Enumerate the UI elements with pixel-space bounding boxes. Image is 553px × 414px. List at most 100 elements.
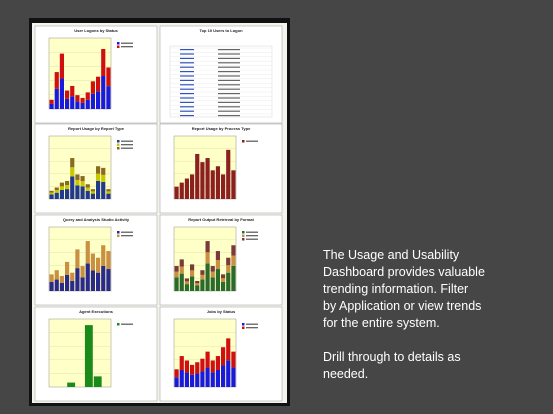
table-link xyxy=(180,110,194,112)
table-text xyxy=(218,49,240,51)
legend-text xyxy=(121,235,133,237)
thumbnail-bar xyxy=(205,367,210,387)
thumbnail-bar xyxy=(101,174,106,182)
description: The Usage and Usability Dashboard provide… xyxy=(323,248,485,381)
thumbnail-bar xyxy=(49,274,54,282)
thumbnail-bar xyxy=(200,274,205,280)
legend-swatch xyxy=(242,238,245,241)
thumbnail-bar xyxy=(215,356,220,370)
panels: User Logons by Status Top 10 Users to Log… xyxy=(34,25,283,402)
thumbnail-bar xyxy=(179,273,184,291)
thumbnail-bar xyxy=(49,192,54,195)
thumbnail-bar xyxy=(96,173,101,181)
plot-area xyxy=(48,318,112,388)
thumbnail-bar xyxy=(106,251,111,270)
thumbnail-bar xyxy=(90,81,95,94)
thumbnail-bar xyxy=(226,257,231,266)
thumbnail-bar xyxy=(65,274,70,291)
thumbnail-bar xyxy=(195,362,200,374)
thumbnail-bar xyxy=(54,187,59,191)
table-text xyxy=(218,53,240,55)
thumbnail-bar xyxy=(179,182,184,199)
thumbnail-bar xyxy=(85,99,90,109)
thumbnail-bar xyxy=(54,192,59,199)
thumbnail-bar xyxy=(210,271,215,278)
legend-text xyxy=(246,238,258,240)
thumbnail-bar xyxy=(195,153,200,199)
thumbnail-bar xyxy=(59,182,64,187)
thumbnail-bar xyxy=(70,272,75,281)
thumbnail-bar xyxy=(85,263,90,291)
thumbnail-bar xyxy=(190,374,195,387)
thumbnail-bar xyxy=(49,103,54,109)
thumbnail-bar xyxy=(226,338,231,361)
table-text xyxy=(218,79,240,81)
thumbnail-bar xyxy=(231,265,236,291)
table-text xyxy=(218,115,240,117)
thumbnail-bar xyxy=(96,180,101,199)
thumbnail-bar xyxy=(93,376,102,387)
table-link xyxy=(180,49,194,51)
table-link xyxy=(180,53,194,55)
thumbnail-bar xyxy=(85,184,90,188)
thumbnail-bar xyxy=(101,49,106,77)
thumbnail-bar xyxy=(190,364,195,375)
thumbnail-bar xyxy=(54,72,59,89)
thumbnail-bar xyxy=(210,277,215,291)
plot-area xyxy=(48,135,112,200)
plot-area xyxy=(48,37,112,110)
thumbnail-bar xyxy=(179,356,184,370)
thumbnail-bar xyxy=(70,280,75,291)
thumbnail-bar xyxy=(65,185,70,190)
thumbnail-bar xyxy=(190,276,195,291)
thumbnail-bar xyxy=(70,158,75,168)
panel-title: User Logons by Status xyxy=(74,28,118,33)
table-link xyxy=(180,115,194,117)
thumbnail-bar xyxy=(90,193,95,199)
thumbnail-bar xyxy=(80,97,85,103)
legend-swatch xyxy=(117,234,120,237)
thumbnail-bar xyxy=(85,92,90,100)
thumbnail-bar xyxy=(200,162,205,199)
thumbnail-bar xyxy=(179,259,184,267)
thumbnail-bar xyxy=(231,245,236,256)
thumbnail-bar xyxy=(49,281,54,291)
table-text xyxy=(218,101,240,103)
thumbnail-bar xyxy=(215,260,220,270)
thumbnail-bar xyxy=(59,186,64,190)
thumbnail-bar xyxy=(190,270,195,277)
thumbnail-bar xyxy=(174,271,179,278)
legend-text xyxy=(121,46,133,48)
legend-text xyxy=(246,323,258,325)
thumbnail-bar xyxy=(59,53,64,79)
table-link xyxy=(180,62,194,64)
thumbnail-bar xyxy=(174,369,179,378)
legend-swatch xyxy=(117,323,120,326)
legend-swatch xyxy=(117,45,120,48)
table-text xyxy=(218,57,240,59)
thumbnail-bar xyxy=(200,270,205,275)
description-line: trending information. Filter xyxy=(323,282,468,296)
thumbnail-bar xyxy=(54,279,59,291)
table-text xyxy=(218,88,240,90)
panel-title: Agent Executions xyxy=(79,309,114,314)
thumbnail-bar xyxy=(90,189,95,192)
thumbnail-bar xyxy=(195,283,200,286)
thumbnail-bar xyxy=(215,166,220,199)
thumbnail-bar xyxy=(184,278,189,282)
legend-swatch xyxy=(117,143,120,146)
thumbnail-bar xyxy=(205,241,210,253)
thumbnail-bar xyxy=(85,190,90,199)
thumbnail-bar xyxy=(80,277,85,291)
thumbnail-bar xyxy=(231,170,236,199)
panel-title: Query and Analysis Studio Activity xyxy=(63,217,130,222)
thumbnail-bar xyxy=(226,149,231,199)
table-link xyxy=(180,84,194,86)
thumbnail-bar xyxy=(101,245,106,266)
thumbnail-bar xyxy=(210,360,215,373)
thumbnail-bar xyxy=(80,176,85,182)
panel-title: Jobs by Status xyxy=(207,309,236,314)
thumbnail-bar xyxy=(184,372,189,387)
